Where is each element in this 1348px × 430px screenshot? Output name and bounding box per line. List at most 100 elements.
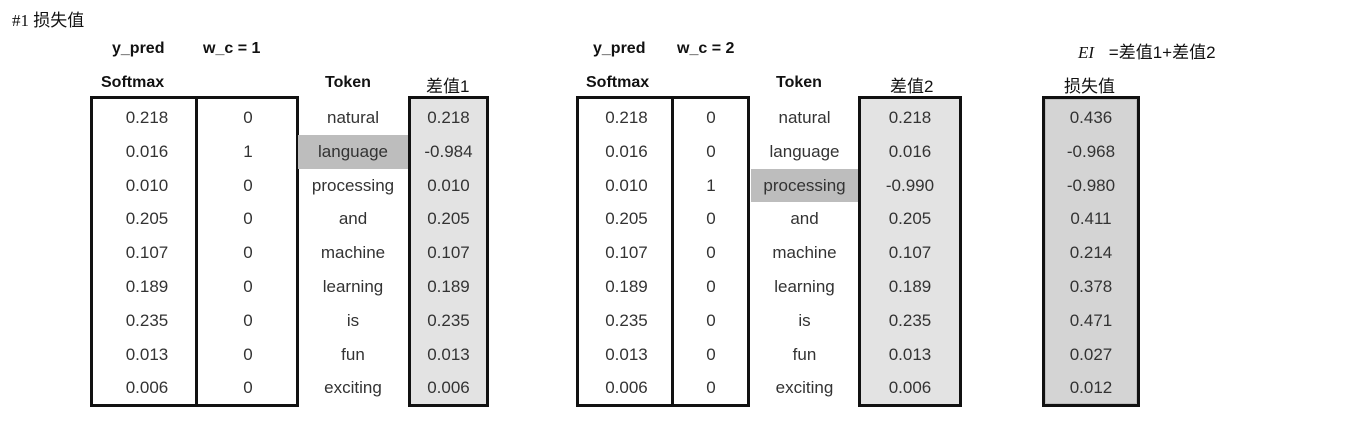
list-item: 0.006 bbox=[125, 378, 169, 398]
left-y-pred-label: y_pred bbox=[112, 40, 165, 57]
list-item: 0.013 bbox=[888, 344, 932, 364]
right-y-pred-label: y_pred bbox=[593, 40, 646, 57]
list-item: fun bbox=[341, 344, 365, 364]
list-item: 0.006 bbox=[605, 378, 648, 398]
list-item: is bbox=[346, 310, 360, 330]
loss-formula-rest: =差值1+差值2 bbox=[1108, 43, 1216, 62]
right-softmax-column: 0.218 0.016 0.010 0.205 0.107 0.189 0.23… bbox=[579, 101, 674, 405]
list-item: 0.027 bbox=[1069, 344, 1113, 364]
list-item: 0.189 bbox=[125, 276, 169, 296]
list-item: 0 bbox=[706, 310, 716, 330]
list-item: 0 bbox=[243, 378, 253, 398]
list-item-highlighted: language bbox=[298, 134, 408, 169]
right-diff-box bbox=[858, 96, 962, 407]
loss-header: 损失值 bbox=[1064, 77, 1115, 96]
list-item: is bbox=[798, 310, 811, 330]
list-item: learning bbox=[774, 276, 835, 296]
right-token-header: Token bbox=[776, 74, 822, 91]
list-item: language bbox=[769, 141, 840, 161]
list-item: 0.218 bbox=[888, 108, 932, 127]
list-item: -0.968 bbox=[1066, 141, 1116, 161]
page-title: #1 损失值 bbox=[12, 11, 85, 30]
list-item: and bbox=[338, 209, 368, 229]
list-item: 0.013 bbox=[605, 344, 648, 364]
list-item: 0 bbox=[706, 108, 716, 127]
list-item: 0.189 bbox=[427, 276, 470, 296]
left-token-column: natural language processing and machine … bbox=[298, 101, 408, 405]
list-item: 0.010 bbox=[427, 175, 470, 195]
list-item: exciting bbox=[324, 378, 382, 398]
list-item: 0.411 bbox=[1070, 209, 1112, 229]
list-item: learning bbox=[322, 276, 384, 296]
loss-box bbox=[1042, 96, 1140, 407]
list-item: 0.006 bbox=[888, 378, 932, 398]
list-item: 0.471 bbox=[1069, 310, 1113, 330]
left-softmax-header: Softmax bbox=[101, 74, 165, 91]
list-item: 0.205 bbox=[427, 209, 470, 229]
list-item: 0.107 bbox=[888, 243, 932, 263]
loss-formula: EI =差值1+差值2 bbox=[1078, 38, 1216, 63]
right-wc-column: 0 0 1 0 0 0 0 0 0 bbox=[674, 101, 748, 405]
left-diff-column: 0.218 -0.984 0.010 0.205 0.107 0.189 0.2… bbox=[411, 101, 486, 405]
right-token-column: natural language processing and machine … bbox=[751, 101, 858, 405]
list-item: exciting bbox=[775, 378, 834, 398]
list-item: 0 bbox=[243, 276, 253, 296]
list-item: 0.205 bbox=[605, 209, 648, 229]
list-item: machine bbox=[772, 243, 837, 263]
list-item: 0.010 bbox=[605, 175, 648, 195]
list-item: 0 bbox=[243, 243, 253, 263]
list-item: 0.205 bbox=[125, 209, 169, 229]
left-diff-header: 差值1 bbox=[426, 77, 470, 96]
list-item: 0 bbox=[243, 175, 253, 195]
list-item: fun bbox=[792, 344, 817, 364]
left-softmax-column: 0.218 0.016 0.010 0.205 0.107 0.189 0.23… bbox=[96, 101, 198, 405]
left-wc-column: 0 1 0 0 0 0 0 0 0 bbox=[198, 101, 298, 405]
list-item: 0.214 bbox=[1069, 243, 1113, 263]
list-item: 1 bbox=[706, 175, 716, 195]
list-item: 0.107 bbox=[125, 243, 169, 263]
list-item: 0.016 bbox=[125, 141, 169, 161]
list-item: 0.189 bbox=[888, 276, 932, 296]
list-item: 0.218 bbox=[605, 108, 648, 127]
list-item: 0 bbox=[706, 344, 716, 364]
left-wc-label: w_c = 1 bbox=[203, 40, 261, 57]
list-item: 0.436 bbox=[1069, 108, 1113, 127]
right-wc-label: w_c = 2 bbox=[677, 40, 735, 57]
list-item: natural bbox=[778, 108, 831, 127]
list-item: 0 bbox=[243, 108, 253, 127]
loss-column: 0.436 -0.968 -0.980 0.411 0.214 0.378 0.… bbox=[1045, 101, 1137, 405]
list-item: 0.235 bbox=[125, 310, 169, 330]
list-item: 0 bbox=[706, 378, 716, 398]
list-item: machine bbox=[320, 243, 386, 263]
list-item: processing bbox=[311, 175, 395, 195]
list-item: 0.189 bbox=[605, 276, 648, 296]
list-item: 0 bbox=[706, 276, 716, 296]
list-item: 0.205 bbox=[888, 209, 932, 229]
list-item: -0.990 bbox=[885, 175, 935, 195]
right-softmax-header: Softmax bbox=[586, 74, 650, 91]
list-item: 0.012 bbox=[1069, 378, 1113, 398]
left-diff-box bbox=[408, 96, 489, 407]
list-item: 0.218 bbox=[125, 108, 169, 127]
list-item: 0.013 bbox=[125, 344, 169, 364]
list-item: -0.984 bbox=[424, 141, 473, 161]
list-item: 0 bbox=[243, 344, 253, 364]
list-item: 0.235 bbox=[888, 310, 932, 330]
list-item: natural bbox=[327, 108, 379, 127]
list-item-highlighted: processing bbox=[751, 168, 858, 203]
list-item: 0.016 bbox=[888, 141, 932, 161]
list-item: 0.016 bbox=[605, 141, 648, 161]
right-wc-box bbox=[671, 96, 750, 407]
list-item: 0.010 bbox=[125, 175, 169, 195]
list-item: 0.006 bbox=[427, 378, 470, 398]
list-item: 0 bbox=[243, 310, 253, 330]
list-item: 0 bbox=[706, 141, 716, 161]
list-item: -0.980 bbox=[1066, 175, 1116, 195]
list-item: 1 bbox=[243, 141, 253, 161]
list-item: 0 bbox=[706, 243, 716, 263]
list-item: 0.013 bbox=[427, 344, 470, 364]
list-item: 0 bbox=[706, 209, 716, 229]
right-diff-header: 差值2 bbox=[890, 77, 934, 96]
left-token-header: Token bbox=[325, 74, 371, 91]
list-item: 0.107 bbox=[605, 243, 648, 263]
